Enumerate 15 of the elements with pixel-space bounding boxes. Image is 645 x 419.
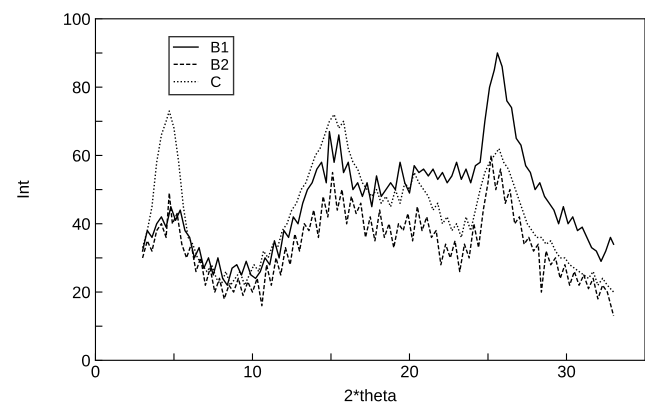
x-tick-label: 0: [91, 366, 100, 378]
x-axis-title: 2*theta: [344, 389, 397, 402]
y-tick-label: 20: [72, 286, 90, 298]
y-tick-label: 0: [82, 354, 90, 367]
y-tick-label: 60: [72, 150, 90, 162]
y-axis-title: Int: [17, 180, 29, 198]
y-tick-label: 80: [72, 82, 90, 94]
x-tick-label: 20: [401, 366, 418, 378]
legend-label: B1: [212, 42, 228, 52]
x-tick-label: 10: [244, 366, 262, 378]
x-tick-label: 30: [558, 366, 576, 378]
y-tick-label: 40: [72, 218, 90, 230]
legend-label: C: [211, 76, 221, 88]
legend-label: B2: [212, 59, 228, 70]
y-tick-label: 100: [64, 13, 90, 26]
